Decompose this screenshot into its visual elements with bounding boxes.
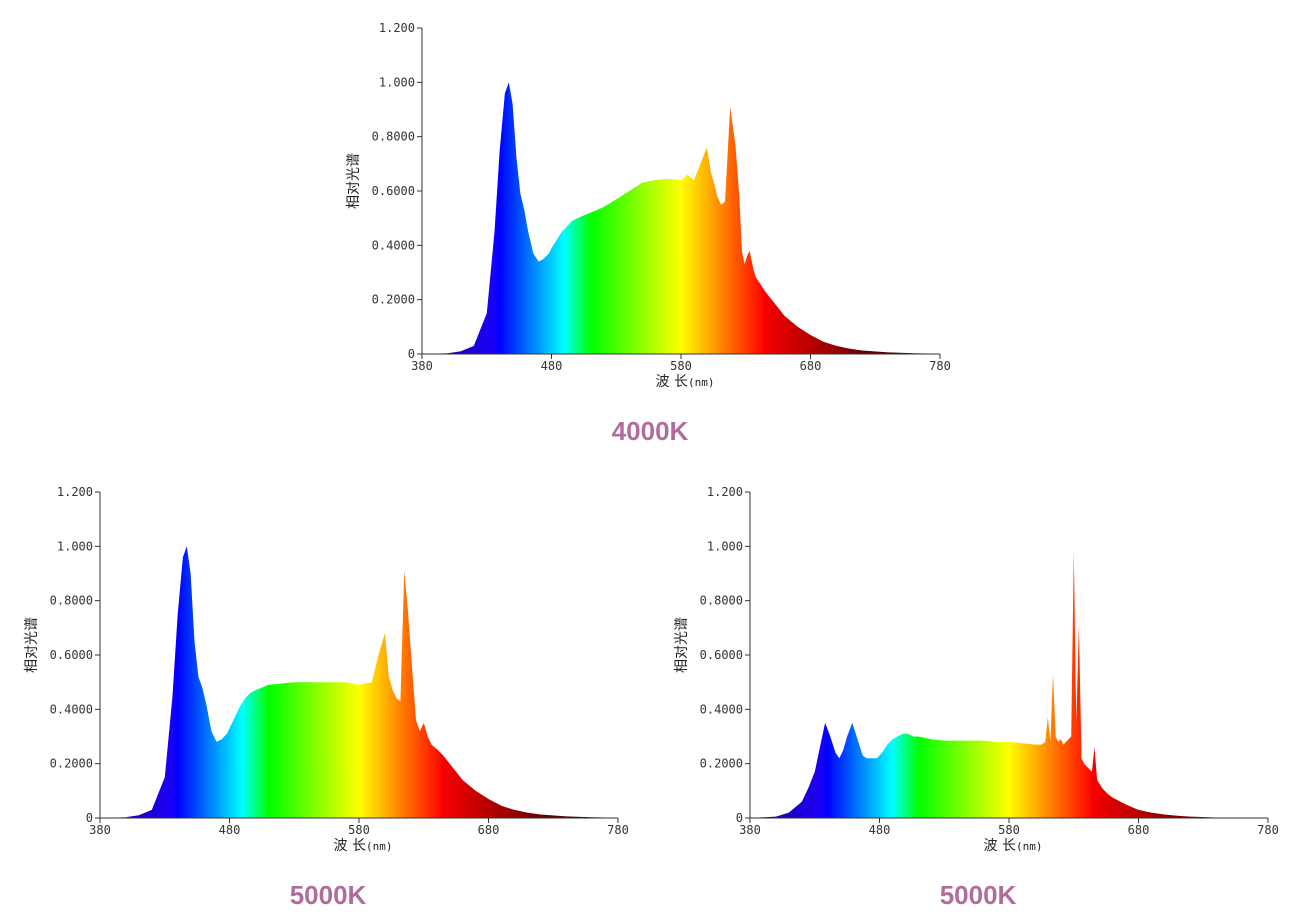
x-tick-label: 680 [478, 823, 500, 837]
spectrum-chart-5000k-b: 0 0.2000 0.4000 0.6000 0.8000 1.000 1.200 380 48… [668, 474, 1288, 914]
y-tick-label: 1.200 [707, 485, 743, 499]
x-axis-title: 波 长(nm) [656, 374, 715, 390]
y-tick-label: 1.000 [379, 75, 415, 89]
y-tick-label: 0 [86, 811, 93, 825]
y-tick-label: 0.4000 [50, 702, 93, 716]
y-tick-label: 1.000 [57, 539, 93, 553]
y-tick-label: 0.8000 [372, 130, 415, 144]
x-tick-label: 780 [929, 359, 951, 373]
x-tick-label: 380 [411, 359, 433, 373]
x-tick-label: 380 [89, 823, 111, 837]
y-tick-label: 0 [408, 347, 415, 361]
y-axis-title: 相对光谱 [346, 153, 362, 209]
y-tick-label: 0.6000 [700, 648, 743, 662]
x-tick-label: 680 [1128, 823, 1150, 837]
x-tick-label: 480 [541, 359, 563, 373]
y-tick-label: 0.8000 [50, 594, 93, 608]
y-tick-label: 1.200 [379, 21, 415, 35]
y-tick-label: 0.6000 [50, 648, 93, 662]
x-tick-label: 680 [800, 359, 822, 373]
y-axis-title: 相对光谱 [674, 617, 690, 673]
x-tick-label: 480 [869, 823, 891, 837]
y-tick-label: 0.4000 [700, 702, 743, 716]
y-tick-label: 1.200 [57, 485, 93, 499]
spectrum-chart-5000k-a: 0 0.2000 0.4000 0.6000 0.8000 1.000 1.200 380 48… [18, 474, 638, 914]
spectrum-chart-4000k: 0 0.2000 0.4000 0.6000 0.8000 1.000 1.200 380 48… [340, 10, 960, 450]
y-tick-label: 1.000 [707, 539, 743, 553]
chart-caption: 5000K [289, 880, 367, 910]
y-tick-label: 0 [736, 811, 743, 825]
x-tick-label: 580 [670, 359, 692, 373]
x-tick-label: 580 [348, 823, 370, 837]
spectrum-plot: 0 0.2000 0.4000 0.6000 0.8000 1.000 1.200 380 48… [674, 485, 1279, 854]
chart-caption: 4000K [611, 416, 689, 446]
x-axis-title: 波 长(nm) [334, 838, 393, 854]
x-axis-title: 波 长(nm) [984, 838, 1043, 854]
y-tick-label: 0.4000 [372, 238, 415, 252]
spectrum-plot: 0 0.2000 0.4000 0.6000 0.8000 1.000 1.200 380 48… [24, 485, 629, 854]
y-tick-label: 0.2000 [700, 757, 743, 771]
x-tick-label: 480 [219, 823, 241, 837]
y-tick-label: 0.6000 [372, 184, 415, 198]
chart-caption: 5000K [939, 880, 1017, 910]
x-tick-label: 580 [998, 823, 1020, 837]
y-axis-title: 相对光谱 [24, 617, 40, 673]
x-tick-label: 780 [607, 823, 629, 837]
y-tick-label: 0.2000 [372, 293, 415, 307]
x-tick-label: 380 [739, 823, 761, 837]
y-tick-label: 0.2000 [50, 757, 93, 771]
x-tick-label: 780 [1257, 823, 1279, 837]
y-tick-label: 0.8000 [700, 594, 743, 608]
spectrum-area [422, 82, 940, 355]
spectrum-plot: 0 0.2000 0.4000 0.6000 0.8000 1.000 1.200 380 48… [346, 21, 951, 390]
spectrum-area [750, 551, 1268, 818]
spectrum-area [100, 546, 618, 818]
